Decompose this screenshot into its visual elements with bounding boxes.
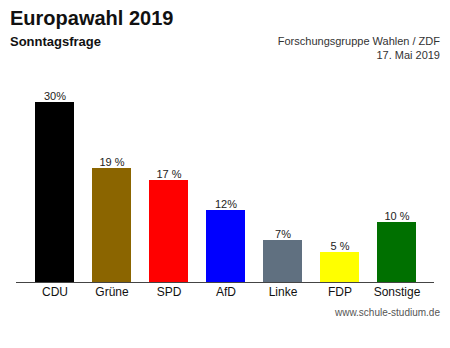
html-text:Europawahl 2019: Europawahl 2019: [10, 7, 174, 29]
svg-text:SPD: SPD: [157, 285, 182, 299]
svg-text:19 %: 19 %: [99, 156, 124, 168]
svg-text:AfD: AfD: [216, 285, 236, 299]
svg-text:CDU: CDU: [42, 285, 68, 299]
html-text:Sonntagsfrage: Sonntagsfrage: [10, 34, 101, 49]
html-text:www.schule-studium.de: www.schule-studium.de: [335, 307, 440, 318]
svg-text:Sonstige: Sonstige: [374, 285, 421, 299]
svg-text:17 %: 17 %: [156, 168, 181, 180]
svg-text:30%: 30%: [44, 90, 66, 102]
svg-text:Linke: Linke: [269, 285, 298, 299]
svg-text:7%: 7%: [275, 228, 291, 240]
svg-text:5 %: 5 %: [331, 240, 350, 252]
html-text:Forschungsgruppe Wahlen / ZDF: Forschungsgruppe Wahlen / ZDF 17. Mai 20…: [277, 35, 440, 61]
svg-text:Grüne: Grüne: [95, 285, 129, 299]
svg-text:10 %: 10 %: [384, 210, 409, 222]
svg-text:FDP: FDP: [328, 285, 352, 299]
svg-text:12%: 12%: [215, 198, 237, 210]
